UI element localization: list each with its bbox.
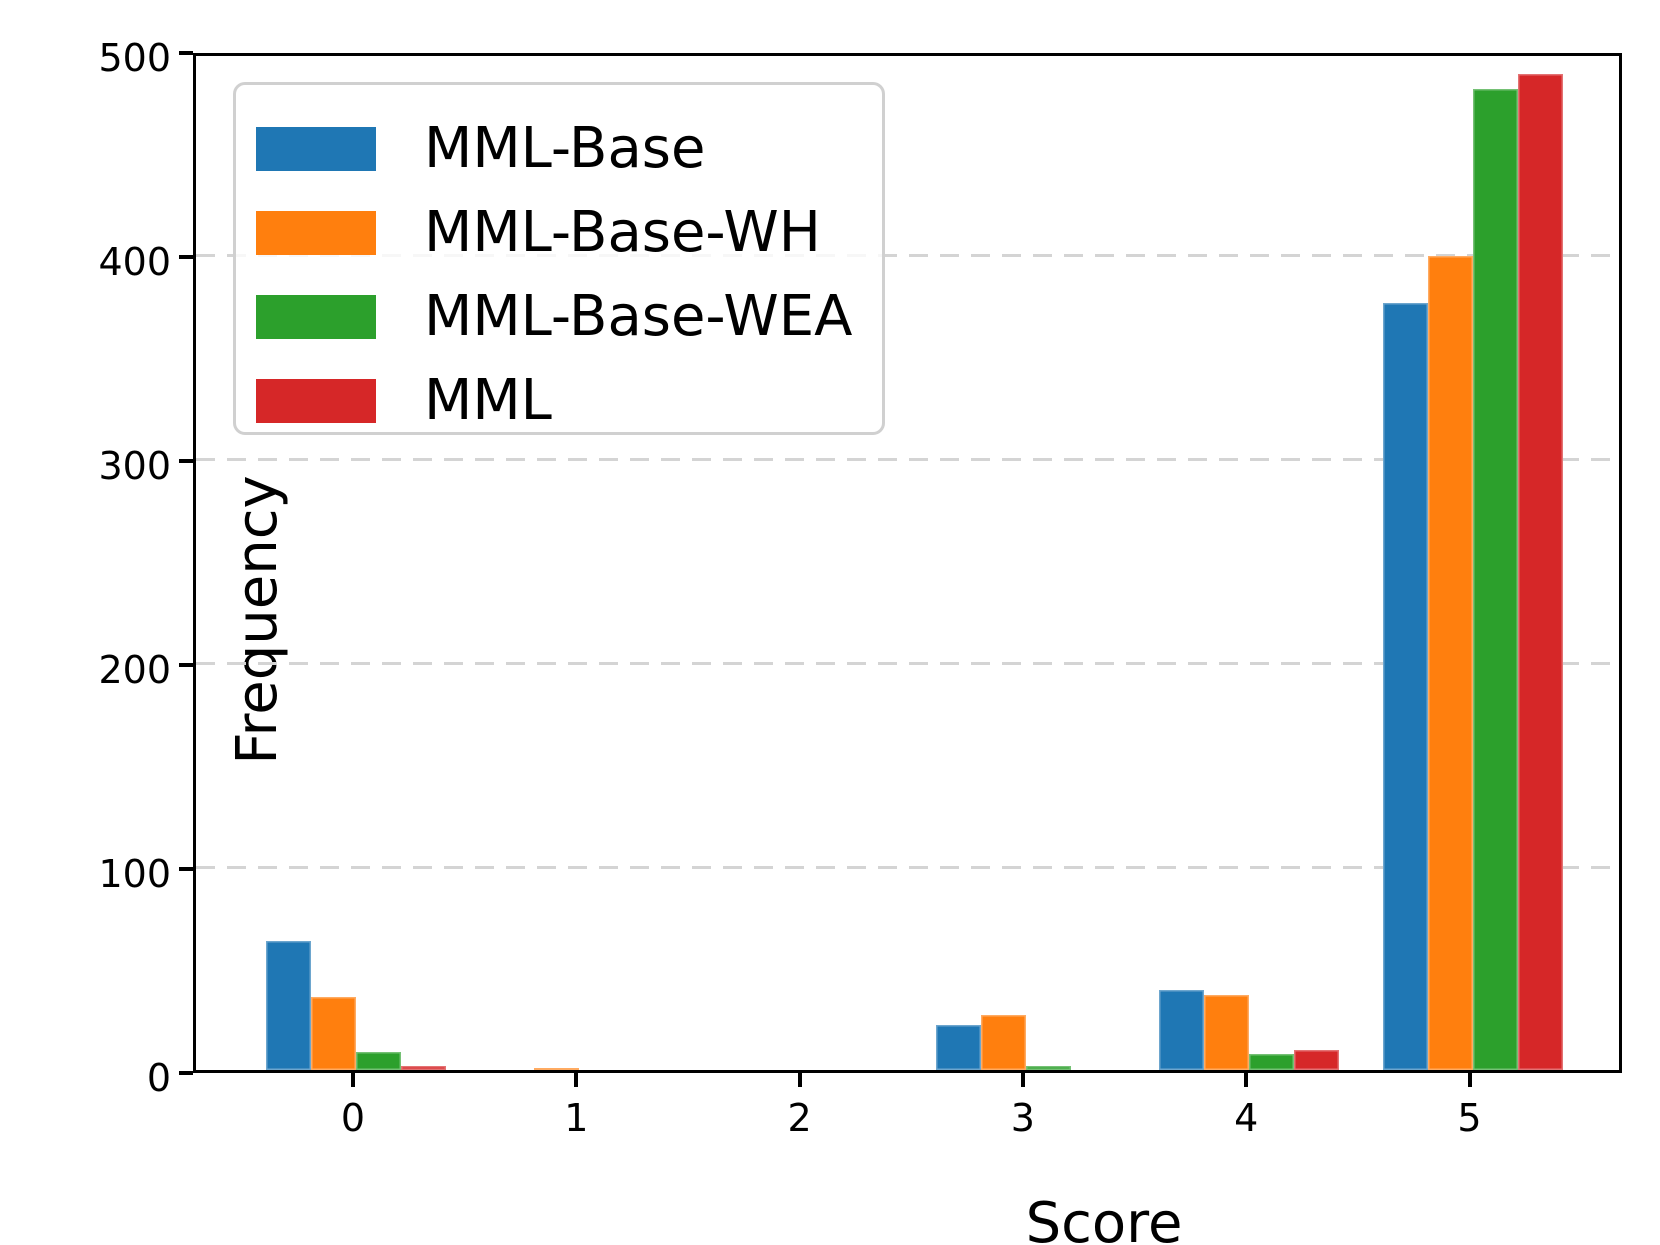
- bar-mml-base-wea-score-5: [1472, 89, 1518, 1070]
- x-tick-mark-3: [1020, 1073, 1025, 1087]
- legend-label-mml-base: MML-Base: [424, 116, 706, 181]
- x-tick-label-3: 3: [1010, 1096, 1035, 1140]
- bar-mml-base-score-5: [1382, 303, 1428, 1070]
- bar-mml-base-score-4: [1159, 990, 1205, 1070]
- legend-row-mml-base-wh: MML-Base-WH: [256, 191, 882, 275]
- legend-row-mml-base-wea: MML-Base-WEA: [256, 275, 882, 359]
- legend-swatch-mml-base: [256, 127, 376, 171]
- x-tick-mark-2: [797, 1073, 802, 1087]
- gridline-y-300: [196, 458, 1619, 461]
- x-tick-label-0: 0: [340, 1096, 366, 1140]
- x-tick-label-2: 2: [787, 1096, 812, 1140]
- legend: MML-Base MML-Base-WH MML-Base-WEA MML: [233, 82, 885, 435]
- x-tick-mark-5: [1467, 1073, 1472, 1087]
- bar-mml-base-wh-score-0: [311, 997, 356, 1070]
- y-tick-mark-200: [179, 663, 193, 667]
- x-tick-mark-4: [1244, 1073, 1249, 1087]
- x-tick-mark-0: [351, 1073, 355, 1087]
- y-tick-mark-300: [179, 459, 193, 463]
- bar-mml-base-wh-score-4: [1204, 995, 1250, 1070]
- bar-mml-base-wea-score-0: [356, 1052, 401, 1070]
- x-axis-label: Score: [1025, 1191, 1183, 1245]
- bar-mml-score-4: [1294, 1050, 1340, 1070]
- x-tick-label-1: 1: [564, 1096, 589, 1140]
- legend-label-mml-base-wea: MML-Base-WEA: [424, 284, 853, 349]
- gridline-y-200: [196, 662, 1619, 665]
- gridline-y-100: [196, 866, 1619, 869]
- x-tick-label-4: 4: [1234, 1096, 1259, 1140]
- bar-mml-base-wh-score-3: [980, 1015, 1026, 1070]
- bar-mml-score-0: [401, 1066, 446, 1070]
- legend-label-mml-base-wh: MML-Base-WH: [424, 200, 821, 265]
- bar-mml-base-wh-score-5: [1427, 256, 1473, 1070]
- bar-mml-score-5: [1517, 74, 1563, 1070]
- plot-area: Frequency Score: [193, 53, 1622, 1245]
- y-tick-label-100: 100: [98, 852, 171, 896]
- y-tick-mark-500: [179, 51, 193, 55]
- y-tick-mark-400: [179, 255, 193, 259]
- bar-mml-base-wea-score-4: [1249, 1054, 1295, 1070]
- y-tick-label-300: 300: [98, 444, 171, 488]
- x-tick-mark-1: [574, 1073, 579, 1087]
- legend-swatch-mml-base-wh: [256, 211, 376, 255]
- legend-label-mml: MML: [424, 368, 552, 433]
- bar-mml-base-wea-score-3: [1025, 1066, 1071, 1070]
- bar-mml-base-score-0: [266, 941, 311, 1070]
- y-tick-mark-0: [179, 1071, 193, 1075]
- legend-row-mml-base: MML-Base: [256, 107, 882, 191]
- y-tick-label-500: 500: [98, 36, 171, 80]
- bar-mml-base-score-3: [935, 1025, 981, 1070]
- y-tick-label-400: 400: [98, 240, 171, 284]
- legend-row-mml: MML: [256, 359, 882, 443]
- legend-swatch-mml: [256, 379, 376, 423]
- bar-mml-base-wh-score-1: [534, 1068, 580, 1070]
- legend-swatch-mml-base-wea: [256, 295, 376, 339]
- x-tick-label-5: 5: [1457, 1096, 1482, 1140]
- y-tick-label-200: 200: [98, 648, 171, 692]
- gridline-y-400: [196, 254, 1619, 257]
- y-tick-mark-100: [179, 867, 193, 871]
- y-tick-label-0: 0: [146, 1056, 171, 1100]
